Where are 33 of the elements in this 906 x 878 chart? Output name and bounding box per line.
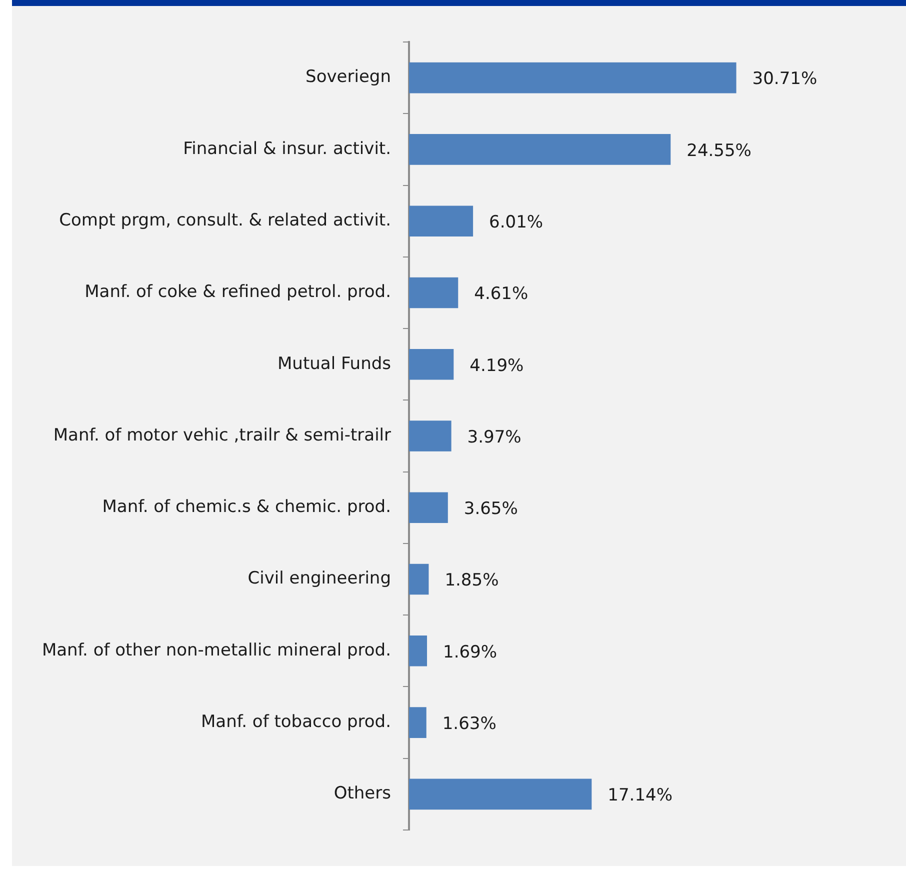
y-tick-label: Civil engineering <box>248 568 391 589</box>
y-tick-label: Manf. of coke & refined petrol. prod. <box>84 282 391 302</box>
data-label: 17.14% <box>608 786 672 806</box>
bar <box>409 277 458 308</box>
y-tick-label: Manf. of chemic.s & chemic. prod. <box>102 497 391 518</box>
data-label: 6.01% <box>489 212 544 233</box>
y-tick-label: Compt prgm, consult. & related activit. <box>59 210 391 231</box>
y-tick-label: Manf. of motor vehic ,trailr & semi-trailr <box>53 425 392 446</box>
bar <box>409 778 592 810</box>
y-tick-label: Manf. of tobacco prod. <box>201 712 391 732</box>
bar <box>409 636 428 666</box>
data-label: 1.63% <box>442 714 496 734</box>
bar <box>409 134 671 165</box>
y-tick-label: Others <box>334 784 392 804</box>
bar <box>409 206 474 236</box>
bar <box>409 492 448 524</box>
data-label: 4.61% <box>474 284 528 304</box>
y-tick-label: Mutual Funds <box>278 354 392 374</box>
y-tick-label: Financial & insur. activit. <box>183 138 391 159</box>
bar <box>409 707 426 738</box>
bar <box>409 348 454 380</box>
y-tick-label: Manf. of other non-metallic mineral prod. <box>42 640 391 660</box>
bar <box>409 420 452 452</box>
data-label: 24.55% <box>686 140 752 161</box>
data-label: 3.65% <box>464 499 518 520</box>
data-label: 30.71% <box>752 69 818 90</box>
data-label: 1.85% <box>444 570 499 591</box>
data-label: 3.97% <box>467 427 522 448</box>
bar <box>409 62 736 94</box>
bar <box>409 564 429 595</box>
y-tick-label: Soveriegn <box>306 67 391 88</box>
data-label: 4.19% <box>470 356 524 376</box>
data-label: 1.69% <box>443 642 498 662</box>
